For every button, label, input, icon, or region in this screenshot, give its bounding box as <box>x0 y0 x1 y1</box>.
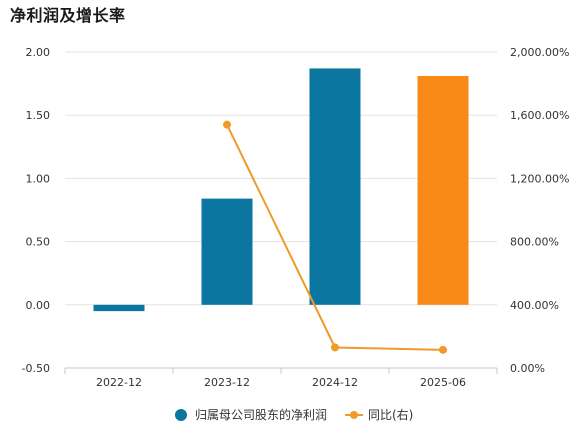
legend: 归属母公司股东的净利润 同比(右) <box>175 407 413 422</box>
legend-marker-net-profit <box>175 409 187 421</box>
left-tick-label: 0.00 <box>26 299 51 312</box>
chart-title: 净利润及增长率 <box>10 6 126 25</box>
legend-label-yoy: 同比(右) <box>368 407 413 422</box>
bar-series <box>93 68 469 312</box>
bar <box>201 198 253 305</box>
left-axis-ticks: 2.00 1.50 1.00 0.50 0.00 -0.50 <box>22 46 50 375</box>
right-tick-label: 1,600.00% <box>510 109 569 122</box>
right-tick-label: 2,000.00% <box>510 46 569 59</box>
bar <box>309 68 361 305</box>
line-series <box>223 120 447 354</box>
bar <box>93 304 145 312</box>
right-tick-label: 400.00% <box>510 299 559 312</box>
left-tick-label: 2.00 <box>26 46 51 59</box>
legend-label-net-profit: 归属母公司股东的净利润 <box>195 407 327 422</box>
left-tick-label: -0.50 <box>22 362 50 375</box>
legend-marker-yoy <box>350 411 358 419</box>
right-axis-ticks: 2,000.00% 1,600.00% 1,200.00% 800.00% 400.00… <box>510 46 569 375</box>
x-tick-label: 2025-06 <box>420 376 466 389</box>
x-tick-label: 2023-12 <box>204 376 250 389</box>
x-tick-label: 2022-12 <box>96 376 142 389</box>
left-tick-label: 1.00 <box>26 172 51 185</box>
x-tick-label: 2024-12 <box>312 376 358 389</box>
line-point <box>223 120 231 129</box>
right-tick-label: 1,200.00% <box>510 172 569 185</box>
line-point <box>439 345 447 354</box>
right-tick-label: 800.00% <box>510 236 559 249</box>
x-axis: 2022-12 2023-12 2024-12 2025-06 <box>64 367 498 389</box>
right-tick-label: 0.00% <box>510 362 545 375</box>
bar <box>417 76 469 305</box>
line-point <box>331 343 339 352</box>
left-tick-label: 1.50 <box>26 109 51 122</box>
left-tick-label: 0.50 <box>26 236 51 249</box>
